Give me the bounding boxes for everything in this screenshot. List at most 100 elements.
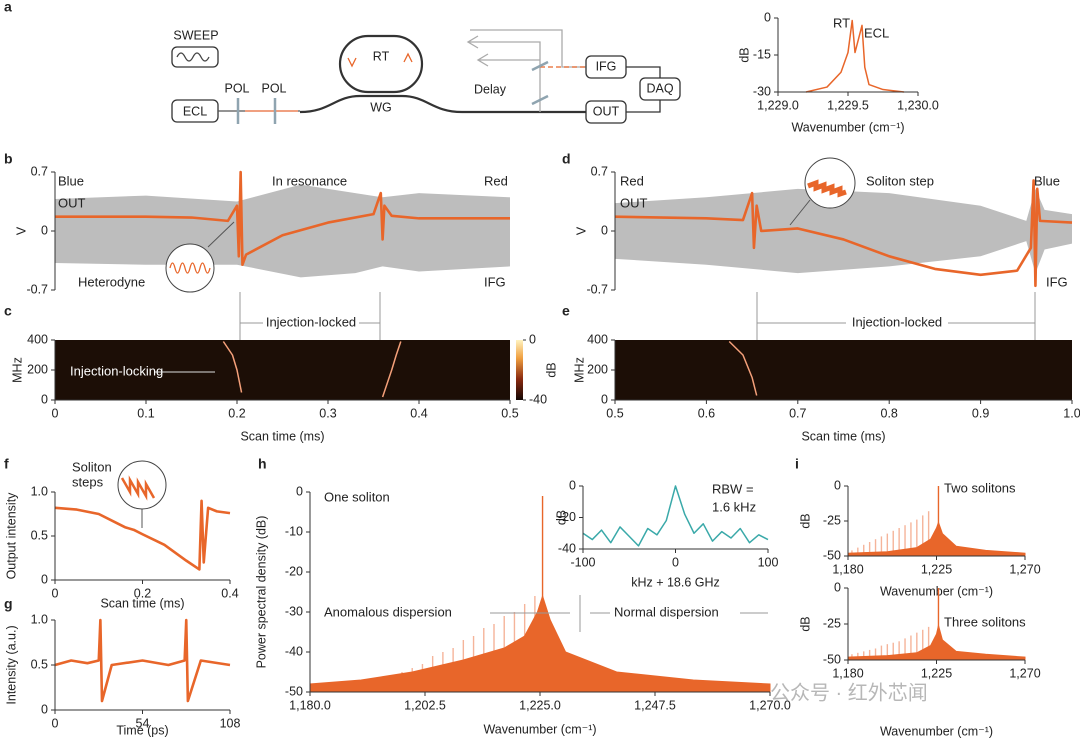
panel-label: i	[795, 456, 799, 472]
y-axis-label: dB	[798, 616, 812, 631]
x-tick-label: 1,225.0	[519, 698, 561, 712]
y-axis-label: dB	[737, 47, 751, 62]
annotation: Injection-locked	[266, 314, 356, 329]
y-tick-label: 0.5	[31, 657, 48, 671]
x-tick-label: 0.5	[501, 406, 518, 420]
annotation: 1.6 kHz	[712, 499, 756, 514]
y-axis-label: dB	[798, 513, 812, 528]
annotation: ECL	[864, 25, 889, 40]
x-tick-label: 0.9	[972, 406, 989, 420]
x-tick-label: 0	[52, 716, 59, 730]
diagram-label: POL	[261, 81, 286, 95]
x-tick-label: 1.0	[1063, 406, 1080, 420]
y-tick-label: 0	[764, 10, 771, 24]
y-tick-label: -15	[753, 47, 771, 61]
annotation: Normal dispersion	[614, 604, 719, 619]
y-tick-label: 0	[601, 392, 608, 406]
x-tick-label: 1,247.5	[634, 698, 676, 712]
trace	[582, 485, 769, 547]
y-axis-label: Power spectral density (dB)	[254, 516, 268, 669]
y-tick-label: -50	[823, 548, 841, 562]
diagram-label: POL	[224, 81, 249, 95]
x-tick-label: -100	[570, 555, 595, 569]
panel-label: h	[258, 456, 267, 472]
x-axis-label: Wavenumber (cm⁻¹)	[791, 120, 904, 134]
pointer	[789, 199, 811, 226]
y-tick-label: -20	[285, 564, 303, 578]
x-tick-label: 1,180.0	[289, 698, 331, 712]
y-tick-label: 0	[41, 223, 48, 237]
x-tick-label: 0.4	[410, 406, 427, 420]
x-tick-label: 0.4	[221, 586, 238, 600]
ring-arrow	[347, 57, 357, 68]
trace	[728, 340, 758, 396]
x-tick-label: 0.2	[228, 406, 245, 420]
annotation: Soliton step	[866, 173, 934, 188]
panel-label: b	[4, 151, 13, 167]
diagram-label: DAQ	[646, 81, 673, 95]
annotation: Three solitons	[944, 614, 1026, 629]
x-axis-label: Scan time (ms)	[240, 429, 324, 443]
annotation: Soliton	[72, 459, 112, 474]
trace	[805, 19, 905, 93]
y-tick-label: 0	[569, 478, 576, 492]
diagram-label: SWEEP	[173, 28, 218, 42]
x-axis-label: Scan time (ms)	[801, 429, 885, 443]
y-tick-label: 0	[834, 580, 841, 594]
y-axis-label: V	[14, 226, 28, 235]
y-tick-label: 0.7	[591, 164, 608, 178]
zoom-steps	[120, 475, 156, 501]
diagram-label: ECL	[183, 104, 207, 118]
daq-wires	[626, 66, 661, 113]
y-tick-label: 0	[41, 702, 48, 716]
waveguide	[299, 94, 586, 114]
x-tick-label: 100	[758, 555, 779, 569]
x-axis-label: kHz + 18.6 GHz	[631, 575, 720, 589]
y-axis-label: Output intensity	[4, 492, 18, 580]
x-tick-label: 0.5	[606, 406, 623, 420]
y-tick-label: -40	[558, 541, 576, 555]
x-tick-label: 0	[52, 406, 59, 420]
y-axis-label: MHz	[572, 357, 586, 383]
x-tick-label: 0.8	[881, 406, 898, 420]
annotation: Two solitons	[944, 480, 1016, 495]
y-tick-label: 1.0	[31, 484, 48, 498]
x-tick-label: 1,229.5	[827, 98, 869, 112]
y-tick-label: -25	[823, 513, 841, 527]
y-tick-label: 400	[587, 332, 608, 346]
overlay: RT ECL Blue OUT In resonance Red IFG Het…	[58, 15, 1068, 704]
annotation: Injection-locking	[70, 363, 163, 378]
ifg-envelope	[615, 188, 1072, 274]
y-tick-label: -0.7	[26, 282, 48, 296]
y-tick-label: 0	[41, 392, 48, 406]
x-tick-label: 0	[672, 555, 679, 569]
y-tick-label: 0	[601, 223, 608, 237]
y-tick-label: 0.5	[31, 528, 48, 542]
x-tick-label: 54	[136, 716, 150, 730]
ifg-envelope	[55, 184, 510, 278]
colorbar-label: dB	[544, 362, 558, 377]
x-axis-label: Wavenumber (cm⁻¹)	[483, 722, 596, 736]
panel-label: g	[4, 596, 13, 612]
annotation: IFG	[1046, 274, 1068, 289]
ring-arrow	[403, 52, 413, 63]
y-axis-label: MHz	[10, 357, 24, 383]
annotation: steps	[72, 474, 104, 489]
y-tick-label: 200	[587, 362, 608, 376]
watermark: 公众号 · 红外芯闻	[770, 681, 928, 704]
annotation: Blue	[58, 173, 84, 188]
x-tick-label: 1,270	[1009, 666, 1040, 680]
annotation: Red	[620, 173, 644, 188]
y-axis-label: V	[574, 226, 588, 235]
y-tick-label: -50	[823, 652, 841, 666]
diagram-label: RT	[373, 49, 390, 63]
heatmap-background	[615, 340, 1072, 400]
label-bg	[263, 315, 359, 331]
sweep-wave	[176, 52, 210, 62]
pointer	[207, 221, 235, 248]
splitter	[531, 60, 549, 72]
trace	[54, 618, 231, 703]
heatmap-background	[55, 340, 510, 400]
x-tick-label: 1,230.0	[897, 98, 939, 112]
